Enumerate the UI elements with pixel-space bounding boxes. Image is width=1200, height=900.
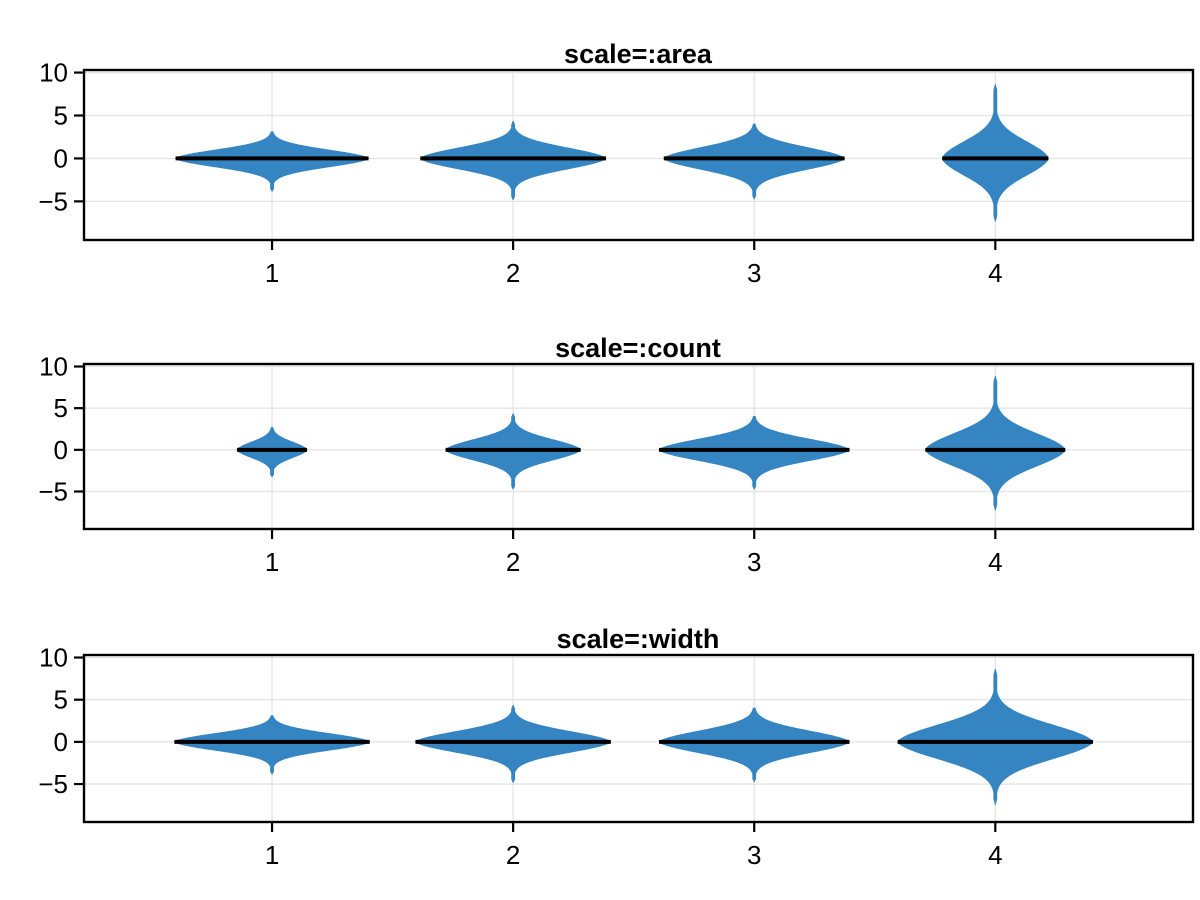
plot-frame bbox=[82, 68, 1195, 242]
x-tick-label: 2 bbox=[506, 840, 520, 870]
violin-shape bbox=[236, 426, 308, 477]
y-tick-label: 5 bbox=[54, 393, 68, 423]
violin-shape bbox=[173, 715, 371, 775]
y-tick-label: 0 bbox=[54, 727, 68, 757]
violin-shape bbox=[658, 416, 850, 490]
panel-title-area: scale=:area bbox=[564, 39, 713, 69]
y-tick-label: −5 bbox=[38, 477, 68, 507]
x-tick-label: 4 bbox=[988, 258, 1002, 288]
y-tick-label: 5 bbox=[54, 685, 68, 715]
violin-shape bbox=[924, 376, 1066, 511]
y-tick-label: 10 bbox=[39, 58, 68, 88]
panel-scale-count: 10 5 0 −5 1 2 3 4 bbox=[38, 352, 1195, 577]
x-tick-label: 3 bbox=[747, 840, 761, 870]
x-tick-label: 2 bbox=[506, 547, 520, 577]
violin-shape bbox=[658, 707, 850, 783]
plot-frame bbox=[82, 653, 1195, 824]
panel-title-count: scale=:count bbox=[555, 333, 721, 363]
x-tick-label: 4 bbox=[988, 547, 1002, 577]
x-tick-label: 2 bbox=[506, 258, 520, 288]
x-tick-label: 3 bbox=[747, 258, 761, 288]
y-tick-label: −5 bbox=[38, 186, 68, 216]
y-tick-label: 0 bbox=[54, 143, 68, 173]
y-tick-label: 5 bbox=[54, 101, 68, 131]
y-tick-label: 10 bbox=[39, 352, 68, 382]
plot-frame bbox=[82, 362, 1195, 531]
x-tick-label: 4 bbox=[988, 840, 1002, 870]
violin-shape bbox=[941, 84, 1049, 222]
panel-scale-width: 10 5 0 −5 1 2 3 4 bbox=[38, 643, 1195, 870]
panel-scale-area: 10 5 0 −5 1 2 3 4 bbox=[38, 58, 1195, 288]
x-tick-label: 1 bbox=[265, 258, 279, 288]
violin-shape bbox=[419, 121, 607, 201]
x-tick-label: 1 bbox=[265, 840, 279, 870]
x-tick-label: 3 bbox=[747, 547, 761, 577]
y-tick-label: 10 bbox=[39, 643, 68, 673]
x-tick-label: 1 bbox=[265, 547, 279, 577]
violin-shape bbox=[415, 705, 612, 783]
violin-shape bbox=[175, 131, 369, 192]
violin-shape bbox=[663, 123, 845, 200]
y-tick-label: 0 bbox=[54, 435, 68, 465]
violin-shape bbox=[897, 668, 1094, 805]
y-tick-label: −5 bbox=[38, 769, 68, 799]
panel-title-width: scale=:width bbox=[557, 624, 720, 654]
